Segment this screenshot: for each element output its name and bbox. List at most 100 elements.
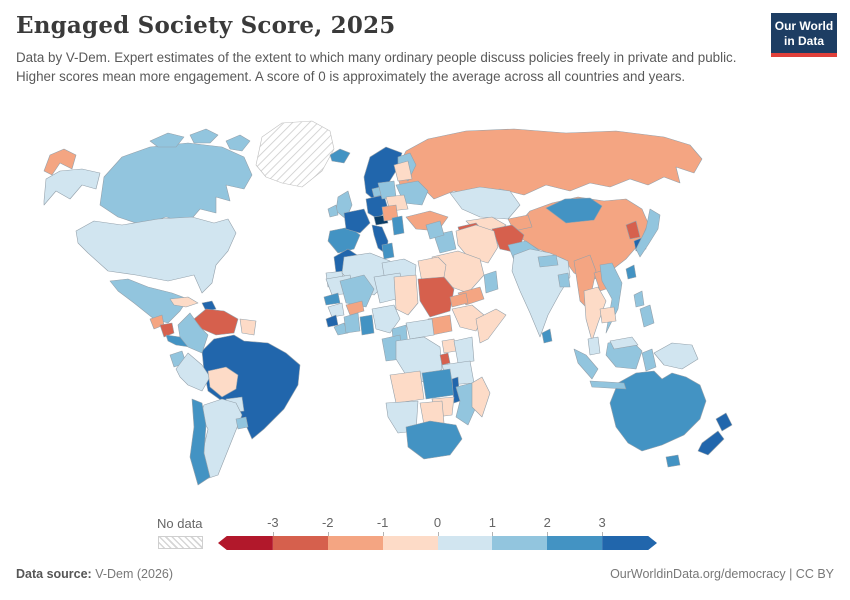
colorbar-segment[interactable] <box>437 536 493 550</box>
country-guianas[interactable] <box>239 318 257 336</box>
country-kazakhstan[interactable] <box>449 186 521 220</box>
colorbar-segment[interactable] <box>272 536 328 550</box>
country-nicaragua[interactable] <box>159 322 175 338</box>
country-mongolia[interactable] <box>545 197 603 224</box>
colorbar-segment[interactable] <box>382 536 438 550</box>
country-australia[interactable] <box>609 370 707 452</box>
country-indonesia-sumatra[interactable] <box>573 348 599 380</box>
country-tunisia[interactable] <box>381 242 395 260</box>
country-syria-levant[interactable] <box>425 220 445 240</box>
country-canada-arctic3[interactable] <box>225 134 251 152</box>
country-greece[interactable] <box>391 215 405 236</box>
country-north-korea[interactable] <box>625 220 641 240</box>
country-new-zealand-north[interactable] <box>715 412 733 432</box>
country-usa[interactable] <box>75 216 237 294</box>
country-bolivia[interactable] <box>207 366 239 398</box>
country-nigeria[interactable] <box>371 304 401 334</box>
country-mali[interactable] <box>339 274 375 308</box>
country-russia[interactable] <box>395 128 703 200</box>
country-angola[interactable] <box>389 370 425 404</box>
country-sri-lanka[interactable] <box>541 328 553 344</box>
country-chile[interactable] <box>189 398 211 486</box>
country-iceland[interactable] <box>329 148 351 164</box>
no-data-swatch[interactable] <box>158 536 203 549</box>
country-new-zealand-south[interactable] <box>697 430 725 456</box>
country-canada[interactable] <box>99 142 253 226</box>
country-japan[interactable] <box>635 208 661 258</box>
country-uruguay[interactable] <box>235 416 249 430</box>
country-new-guinea[interactable] <box>653 342 699 370</box>
colorbar-tick-mark <box>272 532 274 536</box>
data-source-value: V-Dem (2026) <box>95 567 174 581</box>
country-bangladesh[interactable] <box>557 272 571 288</box>
country-ghana[interactable] <box>359 314 375 336</box>
country-thailand[interactable] <box>583 286 607 342</box>
country-eritrea[interactable] <box>449 292 469 308</box>
country-indonesia-java[interactable] <box>589 380 627 390</box>
country-oman[interactable] <box>483 270 499 294</box>
colorbar-tick-mark <box>327 532 329 536</box>
colorbar-segment[interactable] <box>492 536 548 550</box>
country-brazil[interactable] <box>201 334 301 440</box>
country-belarus-baltics[interactable] <box>393 160 413 182</box>
country-india[interactable] <box>511 248 571 338</box>
country-malaysia-borneo[interactable] <box>609 336 639 350</box>
country-sudan[interactable] <box>417 276 455 318</box>
country-burkina-faso[interactable] <box>345 300 365 316</box>
colorbar-tick-label: 2 <box>543 515 551 530</box>
country-madagascar[interactable] <box>471 376 491 418</box>
no-data-label: No data <box>157 516 203 531</box>
footer-link[interactable]: OurWorldinData.org/democracy | CC BY <box>610 567 834 581</box>
country-philippines-mindanao[interactable] <box>639 304 655 328</box>
data-source-label: Data source: <box>16 567 92 581</box>
world-choropleth-map <box>43 120 733 486</box>
country-france[interactable] <box>343 208 371 234</box>
country-iran[interactable] <box>455 224 499 264</box>
country-venezuela[interactable] <box>193 308 239 336</box>
country-cuba[interactable] <box>169 296 199 308</box>
country-hispaniola[interactable] <box>201 300 217 312</box>
colorbar-segment[interactable] <box>327 536 383 550</box>
country-canada-arctic2[interactable] <box>189 128 219 144</box>
owid-logo[interactable]: Our World in Data <box>771 13 837 57</box>
country-peru[interactable] <box>175 352 211 392</box>
country-usa-alaska[interactable] <box>43 168 101 206</box>
colorbar-tick-mark <box>437 532 439 536</box>
country-philippines-luzon[interactable] <box>633 290 645 308</box>
colorbar-segment[interactable] <box>218 536 273 550</box>
country-ivory-coast[interactable] <box>343 312 361 334</box>
country-greenland[interactable] <box>255 120 335 188</box>
country-malaysia-peninsula[interactable] <box>587 336 601 356</box>
colorbar-tick-label: 0 <box>433 515 442 530</box>
country-south-africa[interactable] <box>405 420 463 460</box>
country-russia-chukotka[interactable] <box>43 148 77 176</box>
country-guinea[interactable] <box>327 302 345 318</box>
colorbar-segment[interactable] <box>547 536 603 550</box>
country-ireland[interactable] <box>327 204 339 218</box>
country-sierra-leone[interactable] <box>325 314 339 328</box>
country-mexico[interactable] <box>109 278 189 324</box>
country-indonesia-sulawesi[interactable] <box>641 348 657 372</box>
colorbar-tick-label: -1 <box>376 515 389 530</box>
country-senegal[interactable] <box>323 292 341 306</box>
country-zambia[interactable] <box>421 368 455 400</box>
colorbar <box>218 536 657 550</box>
country-central-african-republic[interactable] <box>405 318 435 340</box>
country-argentina[interactable] <box>199 398 243 480</box>
country-nepal[interactable] <box>537 254 559 268</box>
colorbar-segment[interactable] <box>602 536 657 550</box>
page-title: Engaged Society Score, 2025 <box>16 12 396 39</box>
country-cambodia[interactable] <box>599 306 617 324</box>
country-taiwan[interactable] <box>625 264 637 280</box>
country-canada-arctic1[interactable] <box>149 132 185 148</box>
country-somalia[interactable] <box>475 308 507 344</box>
country-chad[interactable] <box>393 274 419 316</box>
country-rwanda-burundi[interactable] <box>439 352 451 366</box>
colorbar-ticks: -3 -2 -1 0 1 2 3 <box>218 515 657 536</box>
data-source: Data source: V-Dem (2026) <box>16 567 173 581</box>
country-australia-tasmania[interactable] <box>665 454 681 468</box>
country-kenya[interactable] <box>453 336 475 364</box>
country-colombia[interactable] <box>177 312 209 354</box>
colorbar-tick-label: 1 <box>488 515 496 530</box>
map-legend: No data -3 -2 -1 0 1 2 3 <box>0 515 850 557</box>
